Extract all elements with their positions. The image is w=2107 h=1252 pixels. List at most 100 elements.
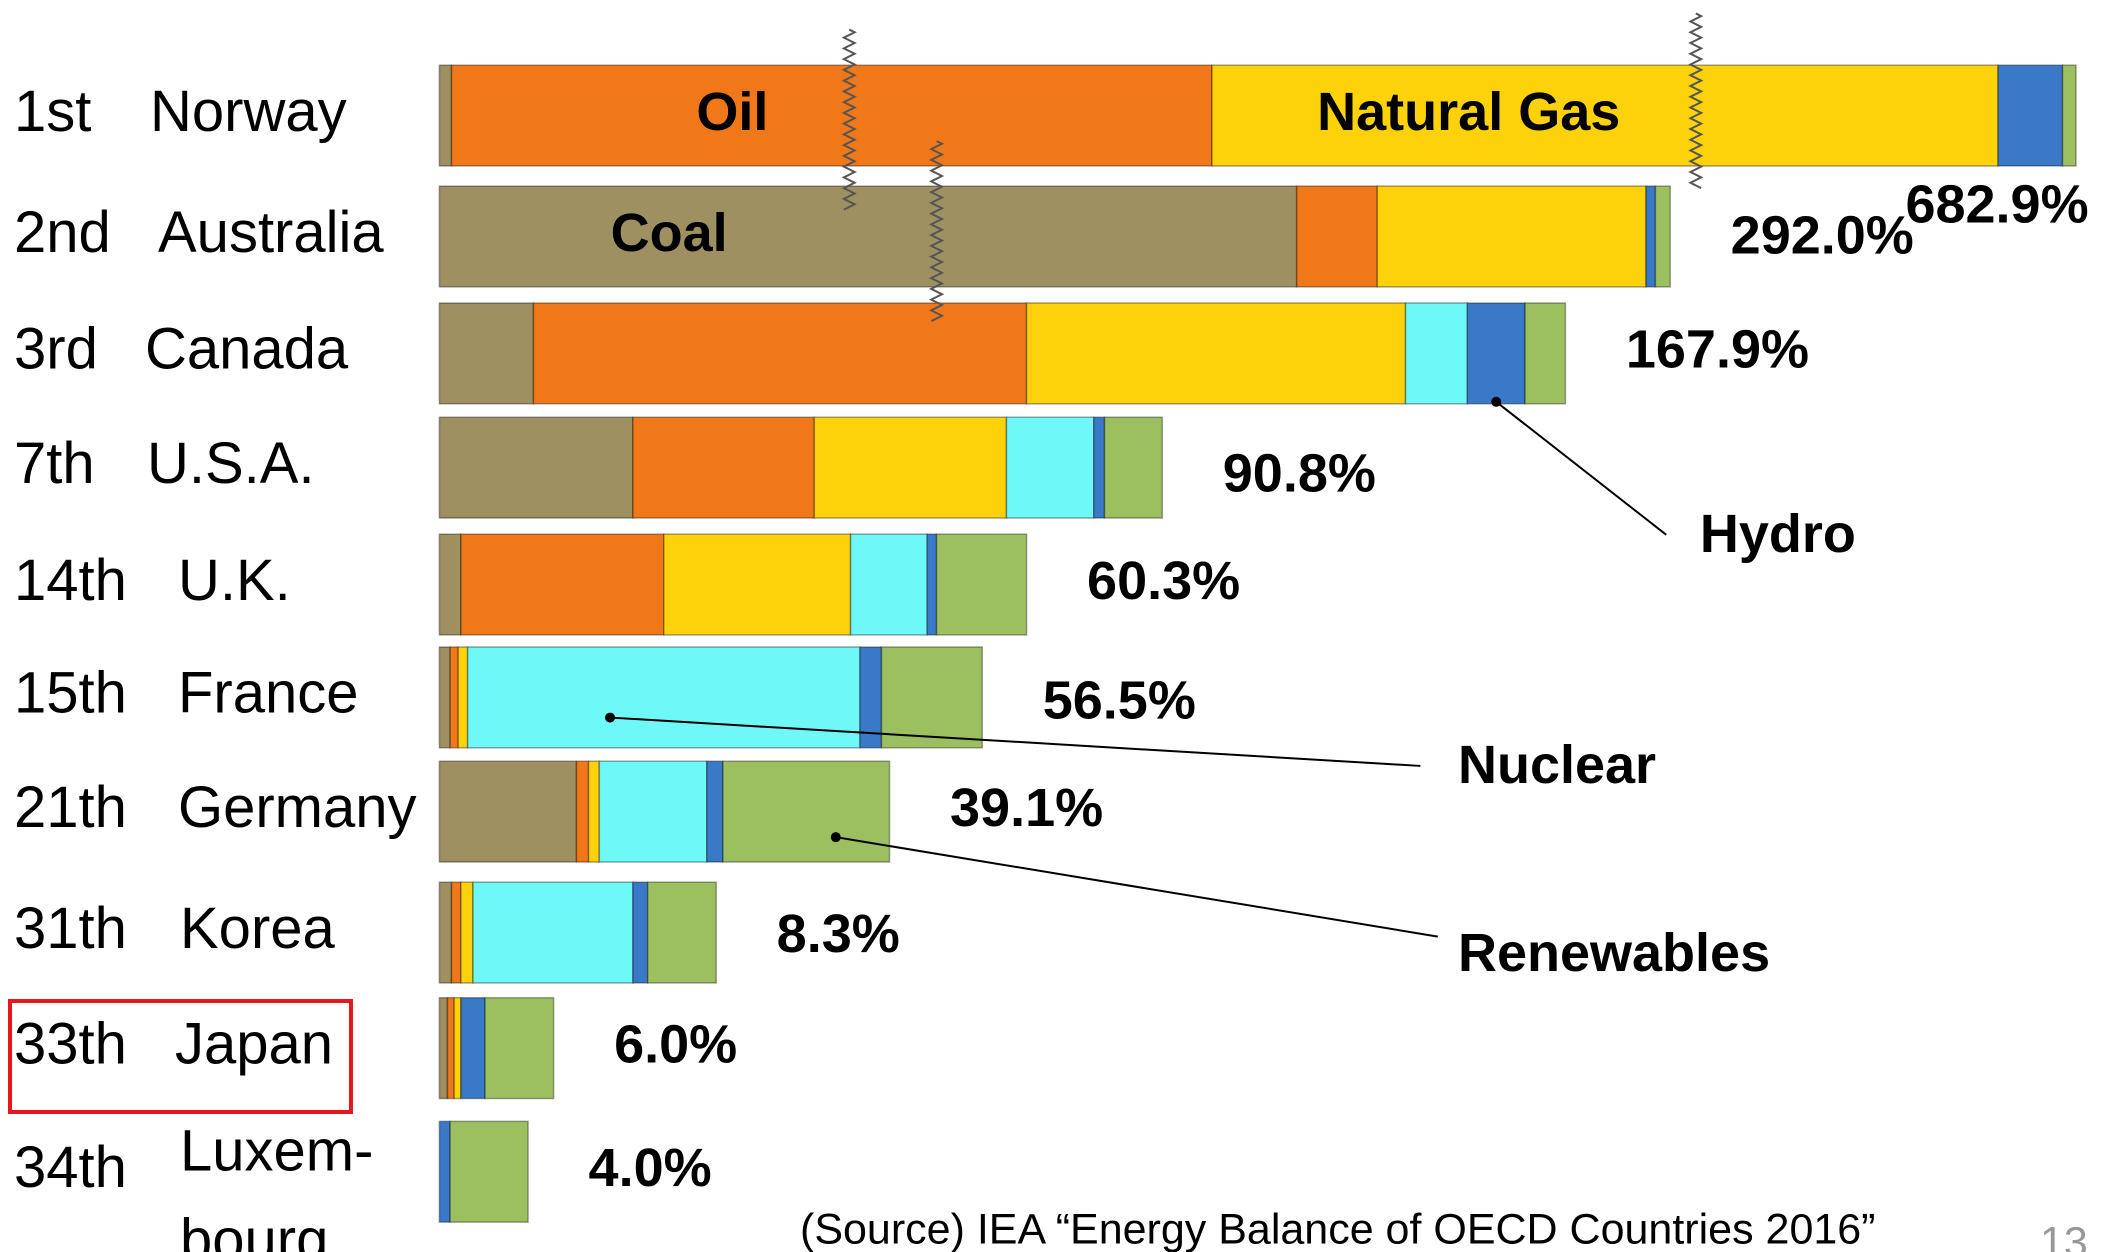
bar-segment [460, 996, 486, 1100]
bar-segment [484, 996, 555, 1100]
bar-segment [453, 996, 462, 1100]
bar-segment [1524, 302, 1567, 405]
category-label: Norway [150, 79, 347, 144]
bar-segment [1005, 416, 1095, 519]
series-label: Natural Gas [1317, 82, 1620, 142]
total-label: 8.3% [777, 904, 900, 964]
bar-segment [1404, 302, 1469, 405]
bar-segment [532, 302, 1028, 405]
category-label: U.S.A. [147, 431, 315, 496]
bar-segment [663, 533, 852, 636]
callout-dot [1491, 396, 1502, 407]
total-label: 6.0% [614, 1014, 737, 1074]
rank-label: 7th [14, 431, 95, 496]
category-label: Japan [175, 1011, 333, 1076]
total-label: 4.0% [589, 1138, 712, 1198]
break-marks [841, 12, 1704, 323]
bar-segment [460, 881, 474, 984]
total-label: 56.5% [1043, 670, 1196, 730]
bar-segment [632, 416, 816, 519]
category-label: Australia [158, 200, 384, 265]
bar-segment [450, 64, 1213, 167]
total-label: 60.3% [1087, 551, 1240, 611]
bar-segment [1997, 64, 2064, 167]
highlight-box [8, 999, 353, 1114]
total-label: 292.0% [1731, 205, 1914, 265]
category-label: Korea [180, 896, 336, 961]
callout-line [1495, 401, 1667, 536]
bars [438, 64, 2077, 1223]
bar-segment [449, 646, 459, 749]
bar-segment [1103, 416, 1164, 519]
page-number: 13 [2040, 1218, 2088, 1252]
bar-segment [926, 533, 938, 636]
bar-segment [449, 1120, 529, 1223]
break-mark [928, 140, 945, 323]
bar-segment [438, 533, 462, 636]
bar-segment [880, 646, 984, 749]
bar-segment [849, 533, 928, 636]
callout-dot [605, 712, 616, 723]
bar-segment [2061, 64, 2077, 167]
bar-segment [575, 760, 590, 863]
bar-segment [457, 646, 469, 749]
series-label: Oil [696, 82, 768, 142]
bar-segment [935, 533, 1028, 636]
total-label: 167.9% [1626, 320, 1809, 380]
bar-segment [438, 881, 453, 984]
rank-label: 2nd [14, 200, 111, 265]
bar-segment [598, 760, 708, 863]
source-note: (Source) IEA “Energy Balance of OECD Cou… [800, 1205, 1876, 1252]
bar-segment [706, 760, 724, 863]
bar-segment [1093, 416, 1106, 519]
rank-label: 1st [14, 79, 91, 144]
bar-segment [446, 996, 455, 1100]
bar-segment [472, 881, 634, 984]
callout-dot [830, 832, 841, 843]
bar-segment [460, 533, 665, 636]
rank-label: 21th [14, 775, 127, 840]
bar-segment [1211, 64, 1999, 167]
rank-label: 15th [14, 661, 127, 726]
rank-label: 33th [14, 1011, 127, 1076]
bar-segment [450, 881, 462, 984]
bar-segment [438, 1120, 451, 1223]
series-label: Coal [611, 203, 728, 263]
bar-segment [1466, 302, 1526, 405]
category-label: Luxem-bourg [180, 1119, 373, 1252]
bar-segment [466, 646, 861, 749]
rank-label: 31th [14, 896, 127, 961]
total-label: 90.8% [1223, 443, 1376, 503]
rank-label: 14th [14, 548, 127, 613]
category-label: Germany [178, 775, 417, 840]
bar-segment [1654, 185, 1671, 288]
rank-label: 3rd [14, 317, 98, 382]
total-label: 39.1% [950, 778, 1103, 838]
break-mark [1688, 12, 1704, 190]
series-label: Renewables [1458, 923, 1770, 983]
category-label: U.K. [178, 548, 291, 613]
bar-segment [438, 416, 634, 519]
callout-line [609, 716, 1421, 767]
bar-segment [813, 416, 1008, 519]
bar-segment [1376, 185, 1647, 288]
category-label: Canada [145, 317, 349, 382]
series-label: Nuclear [1458, 735, 1656, 795]
bar-segment [438, 64, 453, 167]
bar-segment [1645, 185, 1657, 288]
bar-segment [646, 881, 717, 984]
bar-segment [1025, 302, 1407, 405]
series-label: Hydro [1700, 504, 1856, 564]
rank-label: 34th [14, 1135, 127, 1200]
bar-segment [438, 646, 451, 749]
bar-segment [438, 760, 578, 863]
bar-segment [587, 760, 601, 863]
break-mark [841, 28, 857, 211]
bar-segment [1295, 185, 1379, 288]
bar-segment [722, 760, 891, 863]
category-label: France [178, 661, 359, 726]
bar-segment [438, 185, 1298, 288]
callout-line [835, 836, 1438, 938]
bar-segment [438, 996, 449, 1100]
